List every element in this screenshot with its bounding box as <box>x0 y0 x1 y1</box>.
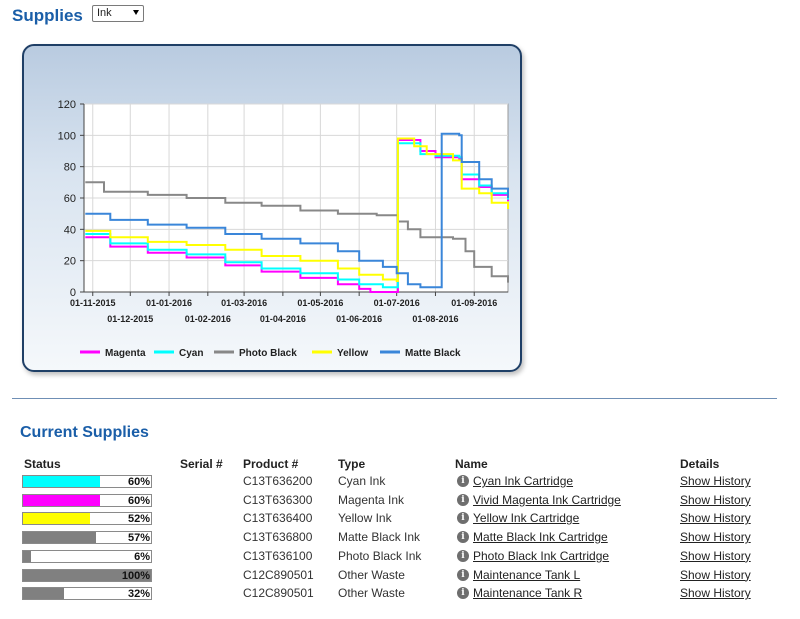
show-history-link[interactable]: Show History <box>680 492 751 507</box>
y-tick-label: 0 <box>70 287 76 299</box>
name-header: Name <box>455 457 488 471</box>
level-bar-fill <box>23 569 151 581</box>
show-history-link[interactable]: Show History <box>680 530 751 545</box>
level-percent: 52% <box>127 513 150 526</box>
chart-svg: 0 20 40 60 80 100 120 01-11-2015 01-12-2015 01-01… <box>58 99 509 359</box>
level-bar: 57% <box>22 531 152 545</box>
x-tick-label: 01-02-2016 <box>185 314 231 324</box>
supply-type: Cyan Ink <box>338 474 386 488</box>
product-number: C13T636300 <box>243 492 313 507</box>
legend-label: Magenta <box>105 348 146 359</box>
level-bar: 52% <box>22 512 152 526</box>
level-percent: 60% <box>127 494 150 507</box>
supply-name-link[interactable]: Vivid Magenta Ink Cartridge <box>473 492 621 507</box>
info-icon[interactable]: i <box>457 549 469 562</box>
series-line-yellow <box>85 137 509 282</box>
info-icon[interactable]: i <box>457 587 469 600</box>
y-tick-label: 120 <box>58 99 76 111</box>
supply-name-link[interactable]: Cyan Ink Cartridge <box>473 474 574 488</box>
x-tick-label: 01-12-2015 <box>107 314 153 324</box>
series-line-cyan <box>85 142 509 289</box>
series-line-photo-black <box>85 181 509 283</box>
supply-history-chart: 0 20 40 60 80 100 120 01-11-2015 01-12-2015 01-01… <box>22 44 522 372</box>
y-tick-label: 60 <box>64 193 76 205</box>
chevron-down-icon <box>133 10 139 15</box>
x-tick-label: 01-01-2016 <box>146 298 192 308</box>
y-tick-label: 40 <box>64 224 76 236</box>
level-bar-fill <box>23 513 90 525</box>
supply-type: Yellow Ink <box>338 511 392 526</box>
show-history-link[interactable]: Show History <box>680 511 751 526</box>
level-percent: 57% <box>127 532 150 545</box>
y-tick-label: 100 <box>58 130 76 142</box>
x-tick-label: 01-11-2015 <box>70 298 116 308</box>
series-line-magenta <box>85 139 509 293</box>
supply-type: Other Waste <box>338 567 405 582</box>
product-number: C13T636800 <box>243 530 313 545</box>
supply-type-value: Ink <box>97 7 112 19</box>
supply-type: Other Waste <box>338 586 405 601</box>
level-bar: 60% <box>22 475 152 488</box>
legend-label: Photo Black <box>239 348 297 359</box>
info-icon[interactable]: i <box>457 493 469 506</box>
x-tick-label: 01-06-2016 <box>336 314 382 324</box>
level-percent: 32% <box>127 588 150 601</box>
y-tick-label: 20 <box>64 256 76 268</box>
info-icon[interactable]: i <box>457 531 469 544</box>
supply-name-link[interactable]: Yellow Ink Cartridge <box>473 511 580 526</box>
supply-type-select[interactable]: Ink <box>92 5 144 22</box>
x-tick-label: 01-04-2016 <box>260 314 306 324</box>
show-history-link[interactable]: Show History <box>680 548 751 563</box>
product-number: C13T636200 <box>243 474 313 488</box>
product-number: C12C890501 <box>243 567 314 582</box>
show-history-link[interactable]: Show History <box>680 586 751 601</box>
level-percent: 60% <box>127 476 150 488</box>
show-history-link[interactable]: Show History <box>680 474 751 488</box>
level-bar-fill <box>23 494 100 506</box>
level-percent: 6% <box>134 550 150 563</box>
info-icon[interactable]: i <box>457 512 469 525</box>
type-header: Type <box>338 457 366 471</box>
x-tick-label: 01-03-2016 <box>221 298 267 308</box>
supply-name-link[interactable]: Matte Black Ink Cartridge <box>473 530 608 545</box>
level-bar-fill <box>23 532 96 544</box>
series-line-matte-black <box>85 132 509 289</box>
info-icon[interactable]: i <box>457 568 469 581</box>
x-tick-label: 01-07-2016 <box>374 298 420 308</box>
level-bar-fill <box>23 550 31 562</box>
y-tick-label: 80 <box>64 162 76 174</box>
product-number: C13T636400 <box>243 511 313 526</box>
level-bar: 6% <box>22 549 152 563</box>
level-bar: 60% <box>22 493 152 507</box>
legend-label: Matte Black <box>405 348 461 359</box>
supply-name-link[interactable]: Maintenance Tank L <box>473 567 581 582</box>
x-tick-label: 01-08-2016 <box>412 314 458 324</box>
level-bar: 100% <box>22 568 152 582</box>
status-header: Status <box>24 457 61 471</box>
info-icon[interactable]: i <box>457 475 469 487</box>
current-supplies-title: Current Supplies <box>20 424 149 441</box>
product-header: Product # <box>243 457 299 471</box>
level-bar-fill <box>23 476 100 487</box>
level-bar: 32% <box>22 587 152 601</box>
product-number: C12C890501 <box>243 586 314 601</box>
x-tick-label: 01-05-2016 <box>297 298 343 308</box>
level-percent: 100% <box>121 569 150 582</box>
legend-label: Cyan <box>179 348 203 359</box>
supply-type: Photo Black Ink <box>338 548 422 563</box>
supply-type: Magenta Ink <box>338 492 405 507</box>
level-bar-fill <box>23 588 64 600</box>
supply-type: Matte Black Ink <box>338 530 421 545</box>
page-title: Supplies <box>12 6 83 25</box>
legend-label: Yellow <box>337 348 368 359</box>
show-history-link[interactable]: Show History <box>680 567 751 582</box>
serial-header: Serial # <box>180 457 223 471</box>
details-header: Details <box>680 457 720 471</box>
supply-name-link[interactable]: Photo Black Ink Cartridge <box>473 548 610 563</box>
product-number: C13T636100 <box>243 548 313 563</box>
section-divider <box>12 398 777 399</box>
supply-name-link[interactable]: Maintenance Tank R <box>473 586 583 601</box>
x-tick-label: 01-09-2016 <box>451 298 497 308</box>
